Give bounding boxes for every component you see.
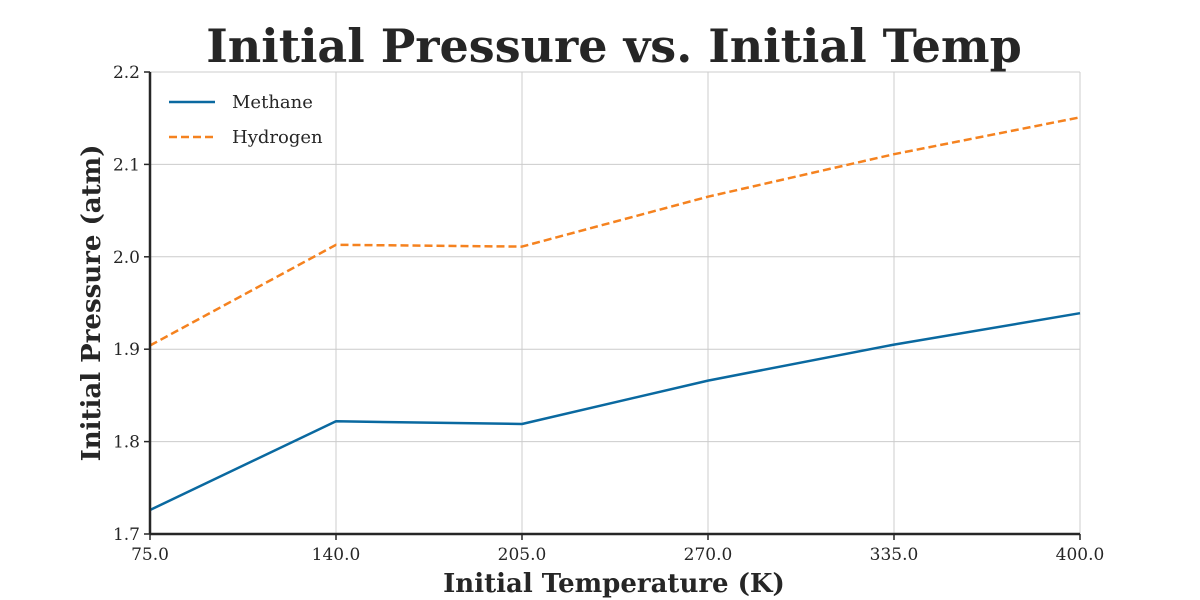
legend: Methane Hydrogen: [169, 92, 323, 148]
axes: [148, 72, 1080, 536]
legend-label-methane: Methane: [232, 92, 313, 113]
x-axis-label: Initial Temperature (K): [443, 569, 785, 599]
x-tick-label: 140.0: [312, 545, 361, 565]
legend-label-hydrogen: Hydrogen: [232, 127, 323, 148]
y-tick-label: 1.8: [113, 433, 140, 453]
y-tick-label: 2.1: [113, 155, 140, 175]
x-tick-label: 75.0: [131, 545, 169, 565]
series-line-methane: [149, 311, 1081, 512]
y-tick-label: 1.7: [113, 525, 140, 545]
series-lines: [149, 116, 1081, 512]
x-tick-label: 205.0: [498, 545, 547, 565]
x-tick-label: 400.0: [1056, 545, 1105, 565]
chart-title: Initial Pressure vs. Initial Temp: [206, 19, 1021, 73]
series-line-hydrogen: [149, 116, 1081, 347]
y-axis-label: Initial Pressure (atm): [77, 145, 107, 462]
y-tick-label: 2.0: [113, 248, 140, 268]
ticks: 75.0 140.0 205.0 270.0 335.0 400.0 1.7 1.8 1.9 2.…: [113, 63, 1104, 565]
y-tick-label: 2.2: [113, 63, 140, 83]
x-tick-label: 335.0: [870, 545, 919, 565]
x-tick-label: 270.0: [684, 545, 733, 565]
y-tick-label: 1.9: [113, 340, 140, 360]
